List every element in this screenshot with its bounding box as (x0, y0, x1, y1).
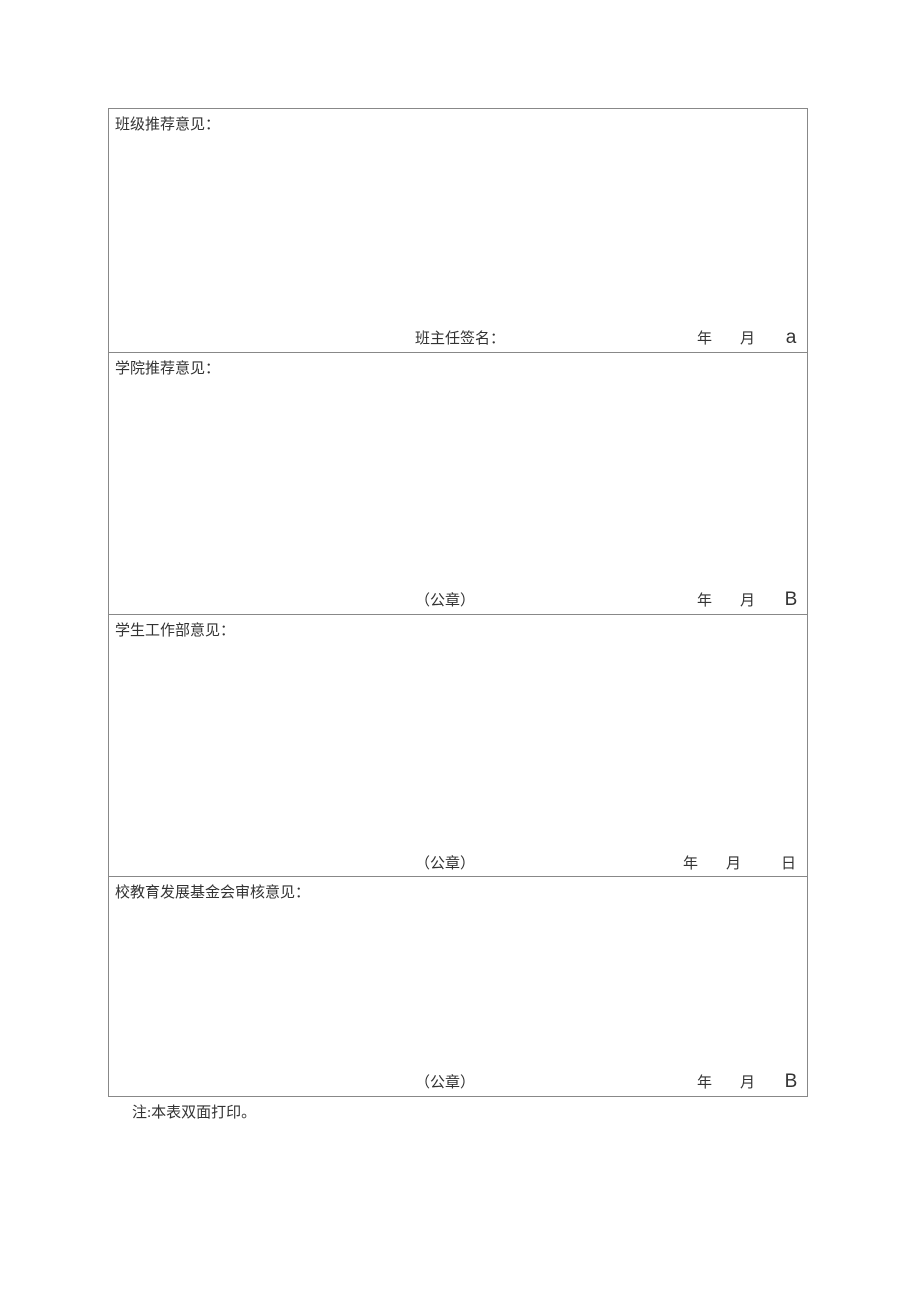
year-label: 年 (683, 852, 698, 873)
year-label: 年 (697, 1071, 712, 1092)
signature-line: （公章） 年 月 B (109, 589, 807, 612)
sign-label: 班主任签名： (415, 327, 505, 348)
approval-form-table: 班级推荐意见： 班主任签名： 年 月 a 学院推荐意见： （公章） 年 (108, 108, 808, 1097)
day-label: 日 (781, 852, 801, 873)
section-foundation-review: 校教育发展基金会审核意见： （公章） 年 月 B (109, 877, 808, 1097)
section-college-recommend: 学院推荐意见： （公章） 年 月 B (109, 353, 808, 615)
section-label: 班级推荐意见： (109, 109, 807, 138)
year-label: 年 (697, 589, 712, 610)
signature-line: （公章） 年 月 B (109, 1071, 807, 1094)
day-label: a (781, 327, 801, 349)
document-page: 班级推荐意见： 班主任签名： 年 月 a 学院推荐意见： （公章） 年 (0, 0, 920, 1122)
month-label: 月 (740, 589, 755, 610)
month-label: 月 (726, 852, 741, 873)
signature-line: （公章） 年 月 日 (109, 852, 807, 874)
month-label: 月 (740, 1071, 755, 1092)
signature-line: 班主任签名： 年 月 a (109, 327, 807, 350)
day-label: B (781, 589, 801, 611)
sign-label: （公章） (415, 852, 505, 873)
section-label: 学生工作部意见： (109, 615, 807, 644)
section-label: 校教育发展基金会审核意见： (109, 877, 807, 906)
sign-label: （公章） (415, 1071, 505, 1092)
footnote-text: 注:本表双面打印。 (132, 1101, 808, 1122)
sign-label: （公章） (415, 589, 505, 610)
month-label: 月 (740, 327, 755, 348)
section-student-affairs: 学生工作部意见： （公章） 年 月 日 (109, 615, 808, 877)
section-class-recommend: 班级推荐意见： 班主任签名： 年 月 a (109, 109, 808, 353)
day-label: B (781, 1071, 801, 1093)
year-label: 年 (697, 327, 712, 348)
section-label: 学院推荐意见： (109, 353, 807, 382)
